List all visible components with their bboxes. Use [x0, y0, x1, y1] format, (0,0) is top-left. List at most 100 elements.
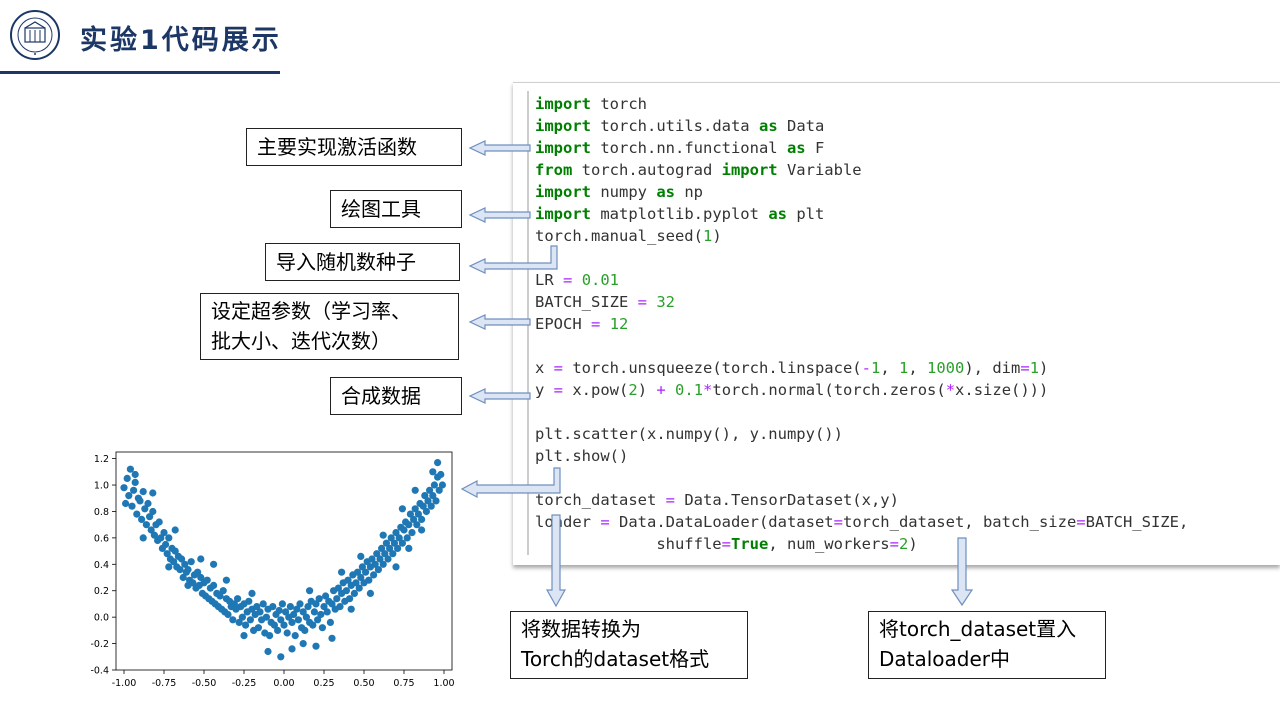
scatter-point [288, 645, 296, 653]
code-line: torch_dataset = Data.TensorDataset(x,y) [535, 491, 899, 509]
scatter-point [318, 624, 326, 632]
code-line: loader = Data.DataLoader(dataset=torch_d… [535, 513, 1189, 531]
y-tick-label: 0.6 [94, 533, 109, 544]
scatter-point [278, 600, 286, 608]
university-seal-icon [10, 10, 60, 60]
scatter-point [136, 497, 144, 505]
scatter-point [139, 488, 147, 496]
x-tick-label: 0.25 [313, 678, 334, 689]
scatter-point [293, 605, 301, 613]
scatter-point [384, 555, 392, 563]
scatter-point [418, 526, 426, 534]
x-tick-label: -1.00 [112, 678, 137, 689]
scatter-point [131, 478, 139, 486]
y-tick-label: 1.2 [94, 454, 109, 465]
scatter-point [389, 550, 397, 558]
arrow-synth-data [468, 388, 531, 404]
scatter-point [165, 563, 173, 571]
scatter-point [286, 603, 294, 611]
scatter-point [171, 547, 179, 555]
annotation-plot-tool: 绘图工具 [330, 190, 462, 228]
scatter-point [328, 634, 336, 642]
scatter-point [144, 499, 152, 508]
y-tick-label: -0.2 [90, 639, 109, 650]
scatter-point [210, 581, 218, 589]
scatter-point [283, 629, 291, 637]
scatter-point [310, 608, 318, 616]
scatter-point [368, 555, 376, 563]
scatter-point [259, 600, 267, 608]
x-tick-label: -0.25 [232, 678, 257, 689]
scatter-point [358, 563, 366, 571]
scatter-point [246, 616, 254, 624]
code-block: import torch import torch.utils.data as D… [535, 93, 1188, 555]
scatter-point [155, 518, 163, 526]
scatter-point [414, 510, 422, 518]
scatter-point [142, 521, 150, 529]
scatter-point [320, 603, 328, 611]
scatter-point [419, 502, 427, 510]
scatter-point [438, 481, 446, 489]
scatter-point [336, 603, 344, 611]
scatter-point [222, 576, 230, 584]
scatter-point [354, 568, 362, 576]
y-tick-label: 0.0 [94, 613, 109, 624]
scatter-point [299, 608, 307, 616]
scatter-point [266, 632, 274, 640]
scatter-point [317, 610, 325, 619]
annotation-synth-data: 合成数据 [330, 377, 462, 415]
scatter-point [315, 595, 323, 603]
scatter-point [362, 568, 370, 576]
scatter-point [373, 550, 381, 558]
scatter-plot: -1.00 -0.75 -0.50 -0.25 0.00 0.25 0.50 0.75 1.00… [90, 451, 455, 689]
title-underline [0, 71, 280, 74]
scatter-point [437, 470, 445, 479]
arrow-plot-tool [468, 207, 531, 223]
annotation-convert-line1: 将数据转换为 [521, 617, 641, 641]
scatter-point [314, 616, 322, 624]
x-tick-label: -0.75 [152, 678, 177, 689]
code-line: y = x.pow(2) + 0.1*torch.normal(torch.ze… [535, 381, 1049, 399]
scatter-point [240, 632, 248, 640]
scatter-point [171, 526, 179, 534]
scatter-point [238, 613, 246, 621]
scatter-point [242, 621, 250, 629]
scatter-point [165, 534, 173, 542]
code-screenshot-panel: import torch import torch.utils.data as D… [513, 82, 1280, 565]
scatter-point [163, 550, 171, 558]
scatter-point [270, 621, 278, 629]
scatter-point [411, 505, 419, 513]
annotation-convert-dataset: 将数据转换为 Torch的dataset格式 [510, 611, 748, 679]
scatter-point [138, 515, 146, 523]
scatter-point [403, 534, 411, 542]
scatter-point [322, 592, 330, 600]
scatter-point [347, 605, 355, 613]
scatter-point [224, 610, 232, 619]
scatter-point [256, 608, 264, 616]
scatter-point [262, 613, 270, 621]
scatter-point [435, 486, 443, 494]
scatter-point [421, 492, 429, 500]
scatter-point [187, 558, 195, 566]
scatter-point [338, 568, 346, 576]
scatter-point [405, 521, 413, 529]
plot-frame [115, 451, 453, 671]
scatter-point [288, 618, 296, 626]
code-line: import matplotlib.pyplot as plt [535, 205, 825, 223]
scatter-point [178, 555, 186, 563]
annotation-seed: 导入随机数种子 [265, 243, 460, 281]
annotation-hyperparams: 设定超参数（学习率、 批大小、迭代次数） [200, 293, 459, 360]
scatter-point [162, 540, 170, 549]
annotation-convert-line2: Torch的dataset格式 [521, 647, 710, 671]
scatter-point [216, 592, 224, 600]
x-tick-label: 0.50 [353, 678, 374, 689]
scatter-point [184, 581, 192, 589]
code-line: x = torch.unsqueeze(torch.linspace(-1, 1… [535, 359, 1049, 377]
scatter-point [312, 600, 320, 608]
scatter-point [346, 595, 354, 603]
scatter-point [328, 600, 336, 608]
code-line: import torch [535, 95, 647, 113]
code-line: plt.scatter(x.numpy(), y.numpy()) [535, 425, 843, 443]
scatter-point [429, 492, 437, 500]
